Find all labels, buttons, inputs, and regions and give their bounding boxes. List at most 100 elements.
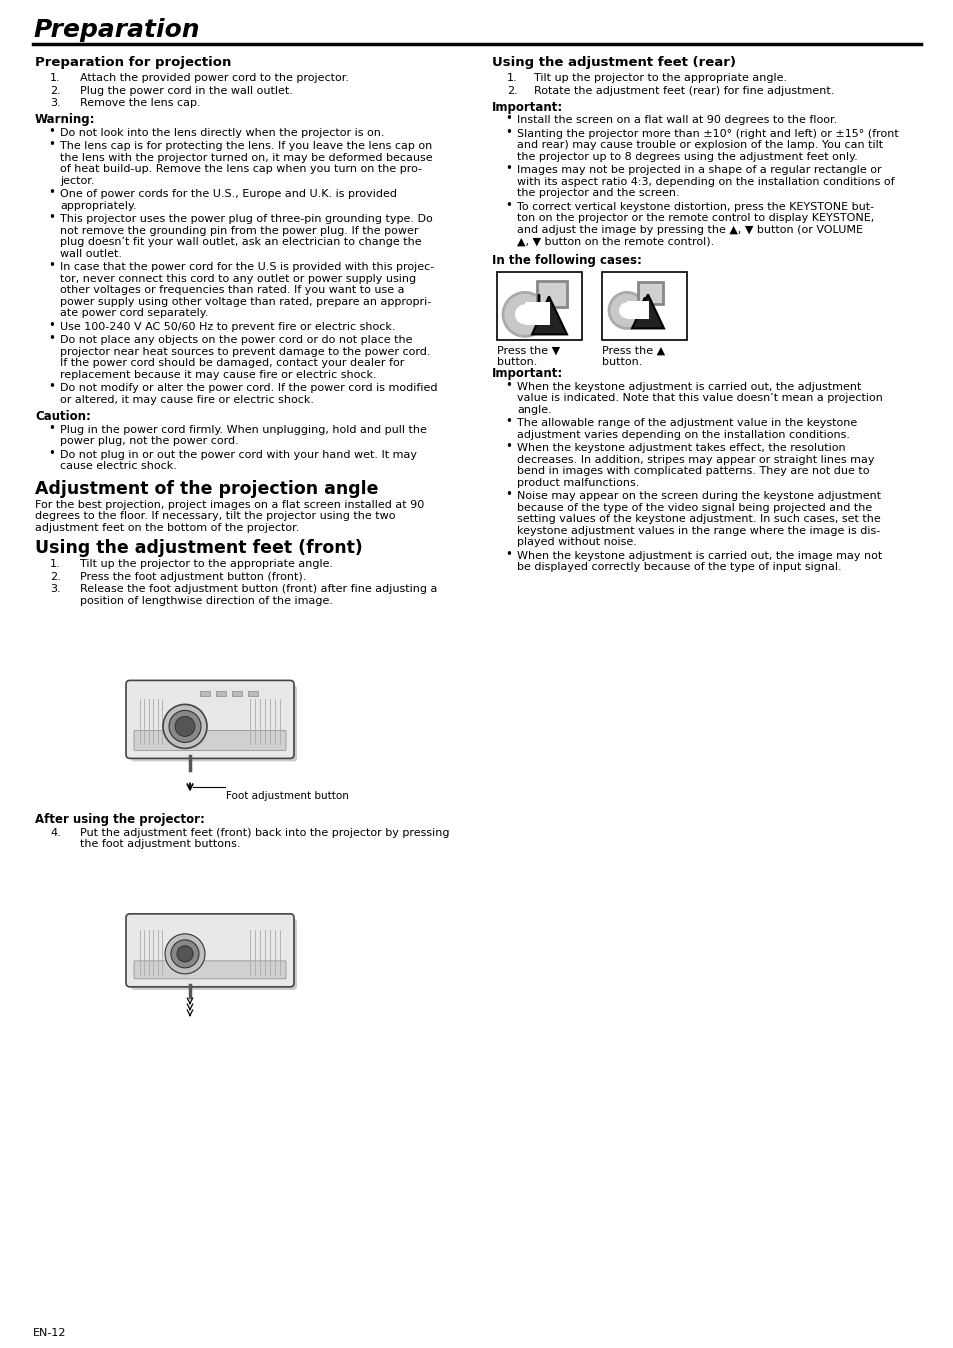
- Text: To correct vertical keystone distortion, press the KEYSTONE but-: To correct vertical keystone distortion,…: [517, 202, 873, 212]
- Text: Release the foot adjustment button (front) after fine adjusting a: Release the foot adjustment button (fron…: [80, 585, 436, 594]
- Text: played without noise.: played without noise.: [517, 538, 637, 547]
- Text: other voltages or frequencies than rated. If you want to use a: other voltages or frequencies than rated…: [60, 286, 404, 295]
- Text: •: •: [504, 162, 512, 175]
- Text: Do not place any objects on the power cord or do not place the: Do not place any objects on the power co…: [60, 336, 412, 345]
- Circle shape: [171, 940, 199, 968]
- Text: angle.: angle.: [517, 404, 551, 415]
- Text: Use 100-240 V AC 50/60 Hz to prevent fire or electric shock.: Use 100-240 V AC 50/60 Hz to prevent fir…: [60, 322, 395, 332]
- FancyBboxPatch shape: [133, 961, 286, 979]
- Text: 1.: 1.: [50, 559, 61, 569]
- Text: •: •: [504, 441, 512, 453]
- Text: 2.: 2.: [506, 85, 517, 96]
- Text: Adjustment of the projection angle: Adjustment of the projection angle: [35, 480, 378, 497]
- Circle shape: [515, 305, 535, 325]
- Text: EN-12: EN-12: [33, 1328, 67, 1339]
- Text: bend in images with complicated patterns. They are not due to: bend in images with complicated patterns…: [517, 466, 868, 476]
- Text: adjustment feet on the bottom of the projector.: adjustment feet on the bottom of the pro…: [35, 523, 299, 532]
- Text: the projector and the screen.: the projector and the screen.: [517, 189, 679, 198]
- Text: •: •: [504, 488, 512, 501]
- Text: product malfunctions.: product malfunctions.: [517, 477, 639, 488]
- Text: Do not modify or alter the power cord. If the power cord is modified: Do not modify or alter the power cord. I…: [60, 383, 437, 394]
- Text: 1.: 1.: [506, 73, 517, 84]
- Text: Rotate the adjustment feet (rear) for fine adjustment.: Rotate the adjustment feet (rear) for fi…: [534, 85, 834, 96]
- Text: When the keystone adjustment is carried out, the adjustment: When the keystone adjustment is carried …: [517, 381, 861, 392]
- Text: Caution:: Caution:: [35, 410, 91, 423]
- Text: adjustment varies depending on the installation conditions.: adjustment varies depending on the insta…: [517, 430, 849, 439]
- Text: •: •: [504, 125, 512, 139]
- Text: The allowable range of the adjustment value in the keystone: The allowable range of the adjustment va…: [517, 418, 857, 429]
- Text: jector.: jector.: [60, 177, 94, 186]
- Circle shape: [165, 934, 205, 973]
- Bar: [626, 302, 648, 319]
- Text: •: •: [48, 446, 55, 460]
- Bar: [524, 302, 550, 325]
- Bar: [497, 272, 581, 341]
- Text: Warning:: Warning:: [35, 113, 95, 127]
- Polygon shape: [532, 297, 566, 334]
- Text: 3.: 3.: [50, 585, 61, 594]
- Text: Preparation for projection: Preparation for projection: [35, 57, 232, 69]
- Text: •: •: [504, 200, 512, 212]
- Text: Foot adjustment button: Foot adjustment button: [226, 791, 349, 801]
- Text: After using the projector:: After using the projector:: [35, 813, 205, 826]
- Text: projector near heat sources to prevent damage to the power cord.: projector near heat sources to prevent d…: [60, 346, 430, 357]
- Text: •: •: [504, 547, 512, 561]
- Text: •: •: [504, 415, 512, 429]
- Text: Important:: Important:: [492, 101, 562, 115]
- Text: 1.: 1.: [50, 73, 61, 84]
- Circle shape: [169, 710, 201, 743]
- Text: •: •: [504, 379, 512, 392]
- Text: 2.: 2.: [50, 85, 61, 96]
- Text: Using the adjustment feet (rear): Using the adjustment feet (rear): [492, 57, 735, 69]
- Text: Plug in the power cord firmly. When unplugging, hold and pull the: Plug in the power cord firmly. When unpl…: [60, 425, 426, 435]
- Text: keystone adjustment values in the range where the image is dis-: keystone adjustment values in the range …: [517, 526, 880, 537]
- Text: For the best projection, project images on a flat screen installed at 90: For the best projection, project images …: [35, 500, 424, 510]
- Text: Remove the lens cap.: Remove the lens cap.: [80, 98, 200, 108]
- Text: Press the ▼
button.: Press the ▼ button.: [497, 345, 559, 367]
- Text: •: •: [48, 125, 55, 137]
- Text: In the following cases:: In the following cases:: [492, 253, 641, 267]
- Bar: [601, 272, 686, 341]
- Text: Plug the power cord in the wall outlet.: Plug the power cord in the wall outlet.: [80, 85, 293, 96]
- Text: Press the ▲
button.: Press the ▲ button.: [601, 345, 664, 367]
- Text: In case that the power cord for the U.S is provided with this projec-: In case that the power cord for the U.S …: [60, 263, 434, 272]
- FancyBboxPatch shape: [126, 681, 294, 759]
- Text: 2.: 2.: [50, 572, 61, 582]
- Text: Important:: Important:: [492, 368, 562, 380]
- Text: This projector uses the power plug of three-pin grounding type. Do: This projector uses the power plug of th…: [60, 214, 433, 225]
- Text: Do not plug in or out the power cord with your hand wet. It may: Do not plug in or out the power cord wit…: [60, 450, 416, 460]
- Text: be displayed correctly because of the type of input signal.: be displayed correctly because of the ty…: [517, 562, 841, 573]
- Text: Slanting the projector more than ±10° (right and left) or ±15° (front: Slanting the projector more than ±10° (r…: [517, 129, 898, 139]
- Text: or altered, it may cause fire or electric shock.: or altered, it may cause fire or electri…: [60, 395, 314, 404]
- Text: appropriately.: appropriately.: [60, 201, 136, 210]
- Text: because of the type of the video signal being projected and the: because of the type of the video signal …: [517, 503, 871, 512]
- Text: setting values of the keystone adjustment. In such cases, set the: setting values of the keystone adjustmen…: [517, 515, 880, 524]
- Circle shape: [618, 302, 635, 318]
- Text: ton on the projector or the remote control to display KEYSTONE,: ton on the projector or the remote contr…: [517, 213, 873, 224]
- Text: Noise may appear on the screen during the keystone adjustment: Noise may appear on the screen during th…: [517, 492, 881, 501]
- Text: ▲, ▼ button on the remote control).: ▲, ▼ button on the remote control).: [517, 236, 714, 247]
- Text: power plug, not the power cord.: power plug, not the power cord.: [60, 437, 238, 446]
- Text: Tilt up the projector to the appropriate angle.: Tilt up the projector to the appropriate…: [80, 559, 333, 569]
- Text: decreases. In addition, stripes may appear or straight lines may: decreases. In addition, stripes may appe…: [517, 454, 874, 465]
- Bar: [200, 692, 210, 697]
- Bar: [215, 692, 226, 697]
- Text: Install the screen on a flat wall at 90 degrees to the floor.: Install the screen on a flat wall at 90 …: [517, 116, 837, 125]
- Text: •: •: [48, 333, 55, 345]
- Text: and rear) may cause trouble or explosion of the lamp. You can tilt: and rear) may cause trouble or explosion…: [517, 140, 882, 151]
- Bar: [638, 282, 662, 305]
- Text: cause electric shock.: cause electric shock.: [60, 461, 176, 472]
- Text: Do not look into the lens directly when the projector is on.: Do not look into the lens directly when …: [60, 128, 384, 137]
- Text: Using the adjustment feet (front): Using the adjustment feet (front): [35, 539, 362, 558]
- Text: Put the adjustment feet (front) back into the projector by pressing: Put the adjustment feet (front) back int…: [80, 828, 449, 838]
- Text: The lens cap is for protecting the lens. If you leave the lens cap on: The lens cap is for protecting the lens.…: [60, 142, 432, 151]
- Text: Press the foot adjustment button (front).: Press the foot adjustment button (front)…: [80, 572, 306, 582]
- Text: •: •: [48, 380, 55, 394]
- Text: •: •: [48, 319, 55, 332]
- Text: •: •: [48, 212, 55, 224]
- Text: position of lengthwise direction of the image.: position of lengthwise direction of the …: [80, 596, 333, 605]
- Text: When the keystone adjustment takes effect, the resolution: When the keystone adjustment takes effec…: [517, 443, 844, 453]
- Text: replacement because it may cause fire or electric shock.: replacement because it may cause fire or…: [60, 369, 376, 380]
- Text: degrees to the floor. If necessary, tilt the projector using the two: degrees to the floor. If necessary, tilt…: [35, 511, 395, 522]
- Text: and adjust the image by pressing the ▲, ▼ button (or VOLUME: and adjust the image by pressing the ▲, …: [517, 225, 862, 235]
